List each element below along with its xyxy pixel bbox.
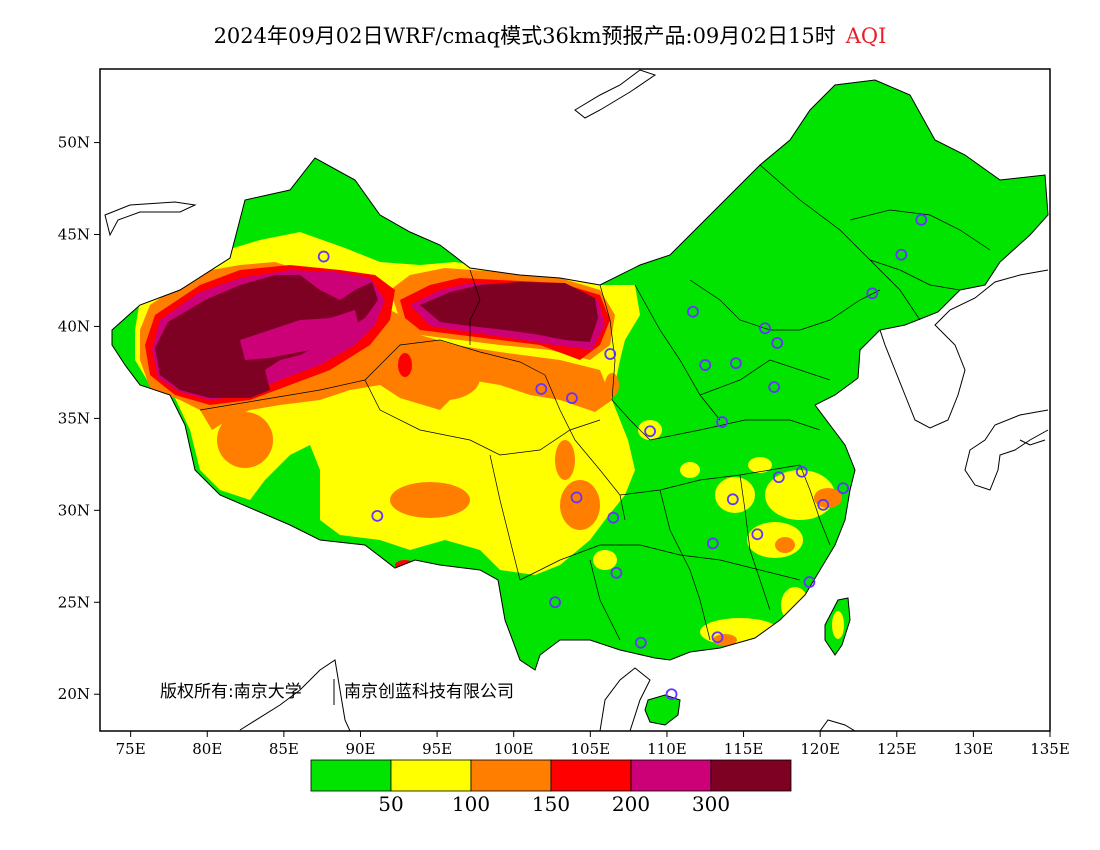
station-marker-changsha xyxy=(707,537,719,550)
station-marker-fuzhou xyxy=(803,576,816,588)
station-marker-nanning xyxy=(634,636,647,649)
station-marker-chongqing xyxy=(607,511,620,524)
title-variable: AQI xyxy=(845,24,887,48)
map-title: 2024年09月02日WRF/cmaq模式36km预报产品:09月02日15时 A… xyxy=(0,20,1100,50)
y-tick-label: 25N xyxy=(58,593,90,611)
x-tick-label: 95E xyxy=(422,740,452,758)
station-marker-changchun xyxy=(895,248,908,261)
station-marker-nanjing xyxy=(795,465,808,478)
station-marker-zhengzhou xyxy=(716,416,728,428)
copyright-part1: 版权所有:南京大学 xyxy=(160,682,302,702)
china-outline xyxy=(111,79,1049,671)
x-tick-label: 75E xyxy=(116,740,146,758)
x-tick-label: 115E xyxy=(724,740,764,758)
legend-label: 200 xyxy=(611,792,651,816)
legend-swatch xyxy=(310,759,392,792)
x-tick-label: 80E xyxy=(192,740,222,758)
station-marker-taiyuan xyxy=(699,359,712,371)
x-tick-label: 120E xyxy=(800,740,840,758)
station-marker-xian xyxy=(644,425,656,438)
station-marker-guangzhou xyxy=(711,631,724,644)
station-marker-jinan xyxy=(768,381,781,394)
station-marker-beijing xyxy=(759,322,771,335)
copyright-part2: 南京创蓝科技有限公司 xyxy=(344,682,514,702)
y-tick-label: 30N xyxy=(58,501,90,519)
legend-swatch xyxy=(470,759,552,792)
station-markers xyxy=(317,213,928,701)
y-tick-label: 20N xyxy=(58,685,90,703)
station-marker-nanchang xyxy=(751,528,764,541)
x-tick-label: 105E xyxy=(571,740,611,758)
x-tick-label: 130E xyxy=(954,740,994,758)
station-marker-xining xyxy=(535,383,548,395)
station-marker-hefei xyxy=(772,471,785,484)
station-marker-hangzhou xyxy=(817,498,830,511)
station-marker-shenyang xyxy=(866,287,879,300)
legend-swatch xyxy=(710,759,792,792)
station-marker-urumqi xyxy=(317,250,330,263)
province-borders xyxy=(199,164,991,641)
title-text: 2024年09月02日WRF/cmaq模式36km预报产品:09月02日15时 xyxy=(213,24,836,48)
x-tick-label: 135E xyxy=(1030,740,1070,758)
station-marker-chengdu xyxy=(570,491,583,504)
legend-swatch xyxy=(550,759,632,792)
station-marker-shanghai xyxy=(837,482,850,495)
station-marker-shijiazhuang xyxy=(729,357,742,370)
x-tick-label: 90E xyxy=(345,740,375,758)
y-tick-label: 50N xyxy=(58,134,90,152)
taiwan-island xyxy=(824,597,851,656)
legend-label: 150 xyxy=(531,792,571,816)
station-marker-guiyang xyxy=(610,566,623,579)
station-marker-yinchuan xyxy=(604,348,617,360)
map-frame xyxy=(99,68,1051,732)
legend-label: 100 xyxy=(451,792,491,816)
legend-swatch xyxy=(390,759,472,792)
station-marker-kunming xyxy=(549,596,561,609)
station-marker-lanzhou xyxy=(566,392,578,405)
x-tick-label: 100E xyxy=(494,740,534,758)
y-tick-label: 35N xyxy=(58,409,90,427)
legend-label: 300 xyxy=(691,792,731,816)
y-tick-label: 45N xyxy=(58,226,90,244)
legend-swatch xyxy=(630,759,712,792)
x-tick-label: 125E xyxy=(877,740,917,758)
station-marker-wuhan xyxy=(726,493,739,506)
x-axis: 75E 80E 85E 90E 95E 100E 105E 110E 115E 120E 125E 1… xyxy=(116,731,1070,758)
hainan-island xyxy=(644,694,681,726)
copyright-notice: 版权所有:南京大学 南京创蓝科技有限公司 xyxy=(160,679,514,705)
legend-colorbar xyxy=(310,759,792,792)
station-marker-hohhot xyxy=(687,305,699,318)
y-axis: 20N 25N 30N 35N 40N 45N 50N xyxy=(58,134,100,703)
x-tick-label: 110E xyxy=(647,740,687,758)
legend-label: 50 xyxy=(378,792,404,816)
x-tick-label: 85E xyxy=(269,740,299,758)
station-marker-tianjin xyxy=(771,337,784,349)
station-marker-lhasa xyxy=(371,509,384,522)
station-marker-haikou xyxy=(665,688,678,701)
station-marker-harbin xyxy=(915,213,928,226)
y-tick-label: 40N xyxy=(58,317,90,335)
